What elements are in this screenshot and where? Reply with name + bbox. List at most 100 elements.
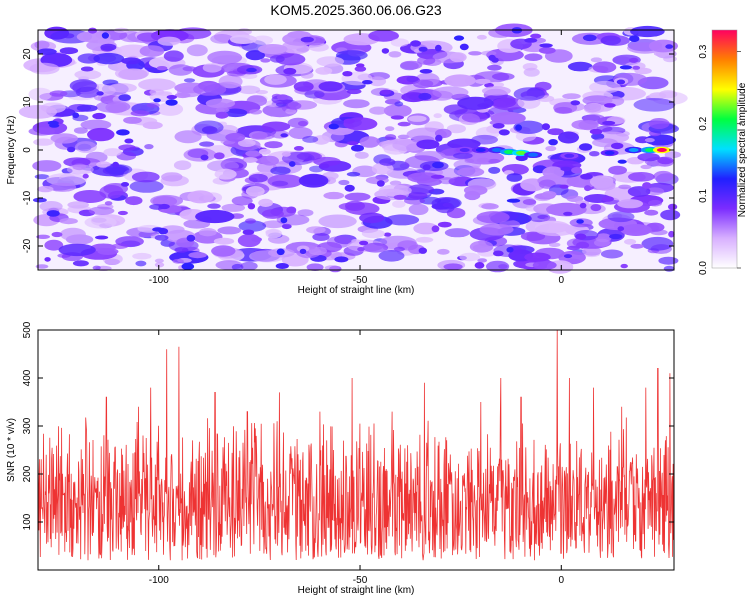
heatmap-cell xyxy=(44,257,51,262)
heatmap-cell xyxy=(378,184,412,197)
heatmap-cell xyxy=(37,48,57,55)
heatmap-cell xyxy=(359,212,385,224)
heatmap-cell xyxy=(335,50,368,61)
heatmap-cell xyxy=(538,47,556,54)
heatmap-cell xyxy=(379,89,392,95)
heatmap-cell xyxy=(419,69,433,74)
heatmap-cell xyxy=(131,171,160,183)
heatmap-cell xyxy=(326,236,352,249)
heatmap-cell xyxy=(215,111,229,119)
heatmap-cell xyxy=(306,263,324,272)
heatmap-cell xyxy=(630,25,665,38)
heatmap-cell xyxy=(96,161,111,168)
heatmap-cell xyxy=(408,203,429,216)
y-tick-label: -10 xyxy=(22,190,33,205)
heatmap-cell xyxy=(580,173,593,180)
heatmap-cell xyxy=(589,151,600,157)
heatmap-cell xyxy=(476,157,490,163)
heatmap-cell xyxy=(602,120,616,126)
heatmap-cell xyxy=(97,248,119,255)
heatmap-cell xyxy=(368,76,387,87)
heatmap-cell xyxy=(276,248,285,256)
heatmap-cell xyxy=(58,243,96,257)
heatmap-cell xyxy=(422,164,431,171)
heatmap-cell xyxy=(144,144,154,150)
snr-frame xyxy=(37,329,675,571)
snr-panel: -100 -50 0 100 200 300 400 500 Height of strai… xyxy=(6,321,675,596)
heatmap-cell xyxy=(99,185,124,199)
heatmap-cell xyxy=(392,200,406,208)
heatmap-cell xyxy=(318,214,357,229)
heatmap-cell xyxy=(275,53,306,66)
signal-point xyxy=(604,150,615,155)
heatmap-cell xyxy=(93,52,125,65)
heatmap-cell xyxy=(563,211,573,216)
heatmap-cell xyxy=(238,220,267,232)
heatmap-cell xyxy=(404,197,425,205)
heatmap-cell xyxy=(259,148,271,155)
y-tick-label: 400 xyxy=(22,369,33,386)
heatmap-cell xyxy=(118,144,136,151)
heatmap-cell xyxy=(394,101,404,107)
heatmap-cell xyxy=(152,196,178,207)
heatmap-cell xyxy=(548,139,558,146)
heatmap-cell xyxy=(648,118,670,129)
heatmap-cell xyxy=(33,197,47,203)
heatmap-cell xyxy=(142,121,163,130)
heatmap-cell xyxy=(346,88,362,95)
colorbar-tick-label: 0.1 xyxy=(698,188,709,202)
heatmap-cell xyxy=(205,98,236,109)
heatmap-cell xyxy=(624,238,637,245)
heatmap-cell xyxy=(344,184,355,192)
signal-point xyxy=(459,148,470,152)
heatmap-cell xyxy=(246,67,257,73)
heatmap-cell xyxy=(616,79,626,85)
heatmap-cell xyxy=(469,240,494,253)
heatmap-cell xyxy=(608,165,627,175)
heatmap-cell xyxy=(247,203,256,210)
heatmap-cell xyxy=(281,151,291,157)
y-tick-label: 500 xyxy=(22,321,33,338)
heatmap-cell xyxy=(359,136,380,148)
heatmap-cell xyxy=(245,150,261,157)
colorbar-tick-label: 0.0 xyxy=(698,261,709,275)
heatmap-cell xyxy=(287,30,311,39)
heatmap-cell xyxy=(246,95,267,107)
heatmap-cell xyxy=(589,80,621,94)
snr-y-ticks: 100 200 300 400 500 xyxy=(22,321,674,530)
colorbar-label: Normalized spectral amplitude xyxy=(737,82,748,217)
heatmap-cell xyxy=(88,27,97,34)
heatmap-cell xyxy=(264,74,287,85)
heatmap-cell xyxy=(33,138,54,146)
heatmap-cell xyxy=(283,67,297,75)
heatmap-cell xyxy=(59,47,79,55)
heatmap-cell xyxy=(618,184,632,190)
heatmap-cell xyxy=(46,210,60,217)
heatmap-cell xyxy=(578,120,599,131)
heatmap-cell xyxy=(344,192,371,201)
heatmap-cell xyxy=(28,87,53,101)
heatmap-cell xyxy=(32,160,62,172)
signal-point xyxy=(656,148,667,152)
heatmap-cell xyxy=(539,43,553,48)
heatmap-cell xyxy=(338,179,350,186)
heatmap-cell xyxy=(252,35,273,45)
heatmap-cell xyxy=(563,254,573,259)
heatmap-cell xyxy=(251,132,275,140)
colorbar-frame xyxy=(711,29,738,269)
heatmap-cell xyxy=(92,265,101,270)
heatmap-cell xyxy=(653,170,674,182)
heatmap-cell xyxy=(265,228,282,239)
heatmap-cell xyxy=(362,242,389,253)
signal-point xyxy=(644,148,655,152)
heatmap-cell xyxy=(315,67,333,75)
heatmap-cell xyxy=(524,252,551,262)
heatmap-cell xyxy=(51,231,63,238)
heatmap-cell xyxy=(385,214,420,226)
heatmap-cell xyxy=(532,260,557,270)
heatmap-cell xyxy=(72,112,80,119)
heatmap-cell xyxy=(435,44,442,52)
heatmap-cell xyxy=(479,223,514,236)
heatmap-cell xyxy=(648,39,679,53)
heatmap-cell xyxy=(238,85,261,95)
